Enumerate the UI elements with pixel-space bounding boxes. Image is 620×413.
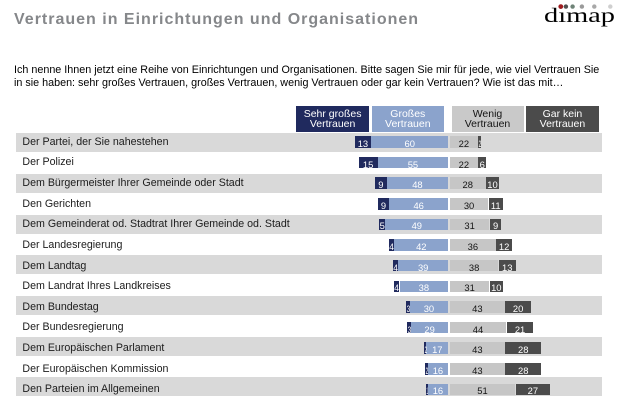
svg-text:dımap: dımap <box>544 5 615 27</box>
